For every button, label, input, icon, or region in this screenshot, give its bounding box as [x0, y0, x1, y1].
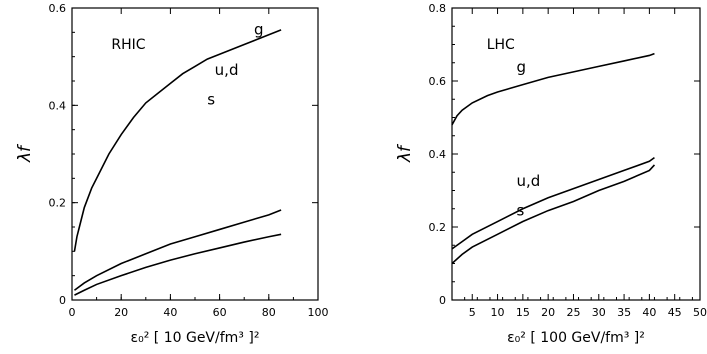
x-tick-label: 10 [491, 306, 505, 319]
x-tick-label: 40 [642, 306, 656, 319]
y-tick-label: 0.6 [429, 75, 447, 88]
series-label-g: g [254, 20, 264, 38]
series-line-ud [451, 157, 655, 250]
series-label-s: s [516, 201, 524, 219]
series-label-ud: u,d [516, 172, 540, 190]
y-tick-label: 0 [59, 294, 66, 307]
x-tick-label: 35 [617, 306, 631, 319]
series-label-s: s [207, 90, 215, 108]
panel-annotation: LHC [487, 37, 515, 53]
x-tick-label: 20 [541, 306, 555, 319]
chart-panel-1: 0 20 40 60 80 100 0 0.2 0.4 0.6 g u,ds RHIC λf ε₀² [ 1… [15, 2, 329, 346]
series-line-ud [73, 209, 282, 291]
series-label-g: g [516, 58, 526, 76]
y-tick-label: 0.2 [49, 197, 67, 210]
x-tick-label: 45 [668, 306, 682, 319]
x-tick-label: 20 [114, 306, 128, 319]
x-tick-label: 100 [308, 306, 329, 319]
y-tick-label: 0.8 [429, 2, 447, 15]
x-tick-label: 30 [592, 306, 606, 319]
x-axis-label: ε₀² [ 10 GeV/fm³ ]² [131, 330, 260, 346]
y-tick-label: 0.6 [49, 2, 67, 15]
panel-annotation: RHIC [111, 37, 145, 53]
x-tick-label: 40 [163, 306, 177, 319]
x-tick-label: 5 [469, 306, 476, 319]
x-axis-label: ε₀² [ 100 GeV/fm³ ]² [507, 330, 645, 346]
y-tick-label: 0.4 [429, 148, 447, 161]
series-line-g [73, 29, 282, 252]
series-line-s [451, 164, 656, 265]
y-axis-label: λf [395, 143, 415, 163]
series-label-ud: u,d [215, 61, 239, 79]
x-tick-label: 25 [566, 306, 580, 319]
series-line-s [74, 233, 282, 296]
y-tick-label: 0.4 [49, 99, 67, 112]
chart-panel-2: 5 10 15 20 25 30 35 40 45 50 0 0.2 0.4 0.6 0.8 g u,d s LHC… [395, 2, 707, 346]
series-line-g [451, 52, 655, 126]
x-tick-label: 0 [69, 306, 76, 319]
x-tick-label: 15 [516, 306, 530, 319]
x-tick-label: 60 [213, 306, 227, 319]
y-tick-label: 0 [439, 294, 446, 307]
y-axis-label: λf [15, 143, 35, 163]
x-tick-label: 80 [262, 306, 276, 319]
x-tick-label: 50 [693, 306, 707, 319]
y-tick-label: 0.2 [429, 221, 447, 234]
